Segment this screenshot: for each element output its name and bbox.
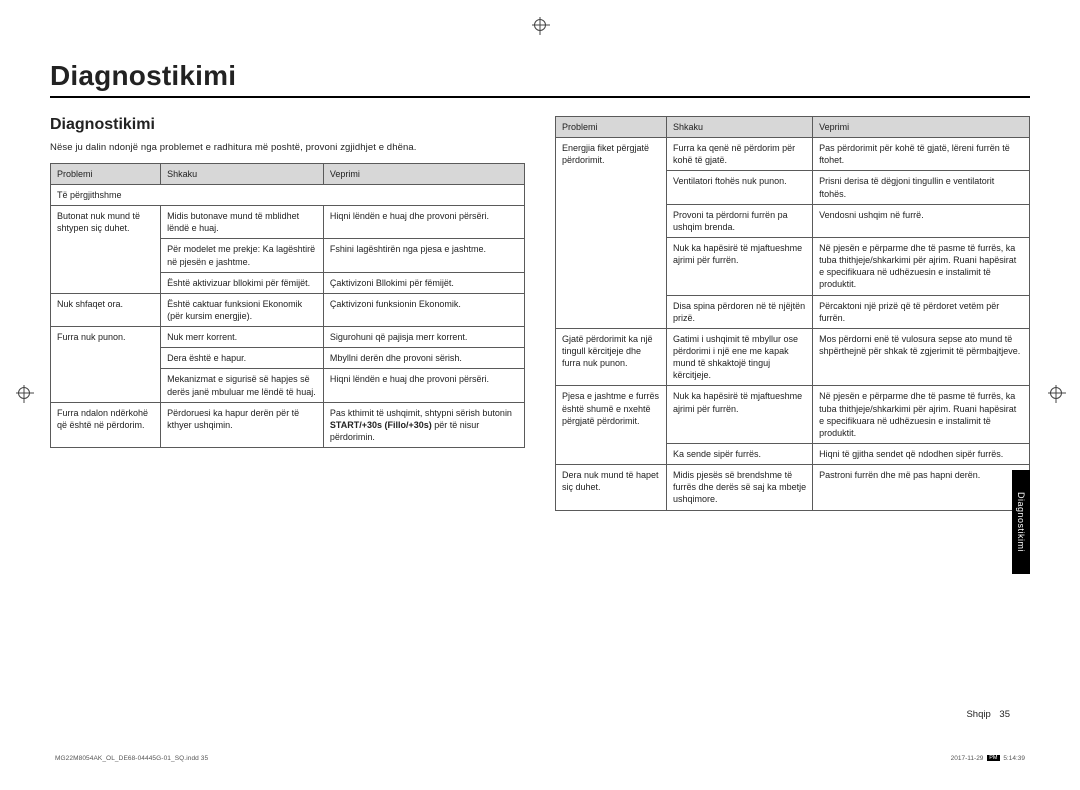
section-subtitle: Diagnostikimi bbox=[50, 116, 525, 134]
side-tab-label: Diagnostikimi bbox=[1012, 470, 1030, 574]
table-row: Furra ndalon ndërkohë që është në përdor… bbox=[51, 402, 525, 447]
table-row: Gjatë përdorimit ka një tingull kërcitje… bbox=[556, 328, 1030, 386]
page-footer: Shqip 35 bbox=[966, 709, 1010, 720]
cell-cause: Është aktivizuar bllokimi për fëmijët. bbox=[161, 272, 324, 293]
cell-problem: Dera nuk mund të hapet siç duhet. bbox=[556, 465, 667, 510]
cell-action: Çaktivizoni funksionin Ekonomik. bbox=[323, 293, 524, 326]
cell-cause: Provoni ta përdorni furrën pa ushqim bre… bbox=[667, 204, 813, 237]
footer-date: 2017-11-29 bbox=[951, 755, 984, 762]
action-text-pre: Pas kthimit të ushqimit, shtypni sërish … bbox=[330, 408, 512, 418]
table-row: Energjia fiket përgjatë përdorimit. Furr… bbox=[556, 138, 1030, 171]
registration-mark-left bbox=[18, 386, 30, 404]
cell-action: Vendosni ushqim në furrë. bbox=[813, 204, 1030, 237]
page-title: Diagnostikimi bbox=[50, 60, 1030, 92]
col-header-problem: Problemi bbox=[51, 163, 161, 184]
col-header-cause: Shkaku bbox=[667, 117, 813, 138]
cell-problem: Nuk shfaqet ora. bbox=[51, 293, 161, 326]
cell-action: Hiqni të gjitha sendet që ndodhen sipër … bbox=[813, 443, 1030, 464]
action-bold: START/+30s (Fillo/+30s) bbox=[330, 420, 432, 430]
cell-cause: Midis butonave mund të mblidhet lëndë e … bbox=[161, 206, 324, 239]
cell-cause: Është caktuar funksioni Ekonomik (për ku… bbox=[161, 293, 324, 326]
clock-icon: PM bbox=[987, 755, 999, 761]
cell-action: Çaktivizoni Bllokimi për fëmijët. bbox=[323, 272, 524, 293]
cell-cause: Nuk merr korrent. bbox=[161, 327, 324, 348]
table-row: Pjesa e jashtme e furrës është shumë e n… bbox=[556, 386, 1030, 444]
cell-action: Pastroni furrën dhe më pas hapni derën. bbox=[813, 465, 1030, 510]
cell-problem: Gjatë përdorimit ka një tingull kërcitje… bbox=[556, 328, 667, 386]
table-row: Furra nuk punon. Nuk merr korrent. Sigur… bbox=[51, 327, 525, 348]
cell-action: Pas kthimit të ushqimit, shtypni sërish … bbox=[323, 402, 524, 447]
diagnostics-table-left: Problemi Shkaku Veprimi Të përgjithshme … bbox=[50, 163, 525, 448]
cell-problem: Butonat nuk mund të shtypen siç duhet. bbox=[51, 206, 161, 294]
cell-action: Fshini lagështirën nga pjesa e jashtme. bbox=[323, 239, 524, 272]
cell-problem: Furra ndalon ndërkohë që është në përdor… bbox=[51, 402, 161, 447]
table-row: Dera nuk mund të hapet siç duhet. Midis … bbox=[556, 465, 1030, 510]
right-column: Problemi Shkaku Veprimi Energjia fiket p… bbox=[555, 116, 1030, 511]
cell-cause: Përdoruesi ka hapur derën për të kthyer … bbox=[161, 402, 324, 447]
cell-cause: Mekanizmat e sigurisë së hapjes së derës… bbox=[161, 369, 324, 402]
table-row: Butonat nuk mund të shtypen siç duhet. M… bbox=[51, 206, 525, 239]
cell-action: Hiqni lëndën e huaj dhe provoni përsëri. bbox=[323, 206, 524, 239]
cell-action: Përcaktoni një prizë që të përdoret vetë… bbox=[813, 295, 1030, 328]
cell-action: Në pjesën e përparme dhe të pasme të fur… bbox=[813, 386, 1030, 444]
footer-language: Shqip bbox=[966, 709, 990, 720]
cell-problem: Furra nuk punon. bbox=[51, 327, 161, 403]
cell-action: Në pjesën e përparme dhe të pasme të fur… bbox=[813, 237, 1030, 295]
cell-cause: Nuk ka hapësirë të mjaftueshme ajrimi pë… bbox=[667, 386, 813, 444]
cell-cause: Dera është e hapur. bbox=[161, 348, 324, 369]
cell-cause: Nuk ka hapësirë të mjaftueshme ajrimi pë… bbox=[667, 237, 813, 295]
footer-filename: MG22M8054AK_OL_DE68-04445G-01_SQ.indd 35 bbox=[55, 755, 208, 762]
registration-mark-top bbox=[534, 18, 546, 36]
content-columns: Diagnostikimi Nëse ju dalin ndonjë nga p… bbox=[50, 116, 1030, 511]
cell-cause: Ventilatori ftohës nuk punon. bbox=[667, 171, 813, 204]
cell-problem: Pjesa e jashtme e furrës është shumë e n… bbox=[556, 386, 667, 465]
cell-action: Hiqni lëndën e huaj dhe provoni përsëri. bbox=[323, 369, 524, 402]
cell-cause: Furra ka qenë në përdorim për kohë të gj… bbox=[667, 138, 813, 171]
footer-timestamp: 2017-11-29 PM 5:14:39 bbox=[951, 755, 1025, 762]
col-header-action: Veprimi bbox=[813, 117, 1030, 138]
left-column: Diagnostikimi Nëse ju dalin ndonjë nga p… bbox=[50, 116, 525, 511]
cell-cause: Për modelet me prekje: Ka lagështirë në … bbox=[161, 239, 324, 272]
cell-action: Pas përdorimit për kohë të gjatë, lëreni… bbox=[813, 138, 1030, 171]
col-header-cause: Shkaku bbox=[161, 163, 324, 184]
intro-text: Nëse ju dalin ndonjë nga problemet e rad… bbox=[50, 142, 525, 155]
cell-cause: Gatimi i ushqimit të mbyllur ose përdori… bbox=[667, 328, 813, 386]
cell-cause: Midis pjesës së brendshme të furrës dhe … bbox=[667, 465, 813, 510]
section-general: Të përgjithshme bbox=[51, 184, 525, 205]
cell-action: Mbyllni derën dhe provoni sërish. bbox=[323, 348, 524, 369]
cell-problem: Energjia fiket përgjatë përdorimit. bbox=[556, 138, 667, 329]
cell-action: Prisni derisa të dëgjoni tingullin e ven… bbox=[813, 171, 1030, 204]
title-rule bbox=[50, 96, 1030, 98]
footer-time: 5:14:39 bbox=[1003, 755, 1025, 762]
col-header-action: Veprimi bbox=[323, 163, 524, 184]
footer-page-number: 35 bbox=[999, 709, 1010, 720]
cell-action: Mos përdorni enë të vulosura sepse ato m… bbox=[813, 328, 1030, 386]
registration-mark-right bbox=[1050, 386, 1062, 404]
col-header-problem: Problemi bbox=[556, 117, 667, 138]
cell-cause: Disa spina përdoren në të njëjtën prizë. bbox=[667, 295, 813, 328]
diagnostics-table-right: Problemi Shkaku Veprimi Energjia fiket p… bbox=[555, 116, 1030, 511]
table-row: Nuk shfaqet ora. Është caktuar funksioni… bbox=[51, 293, 525, 326]
cell-action: Sigurohuni që pajisja merr korrent. bbox=[323, 327, 524, 348]
cell-cause: Ka sende sipër furrës. bbox=[667, 443, 813, 464]
